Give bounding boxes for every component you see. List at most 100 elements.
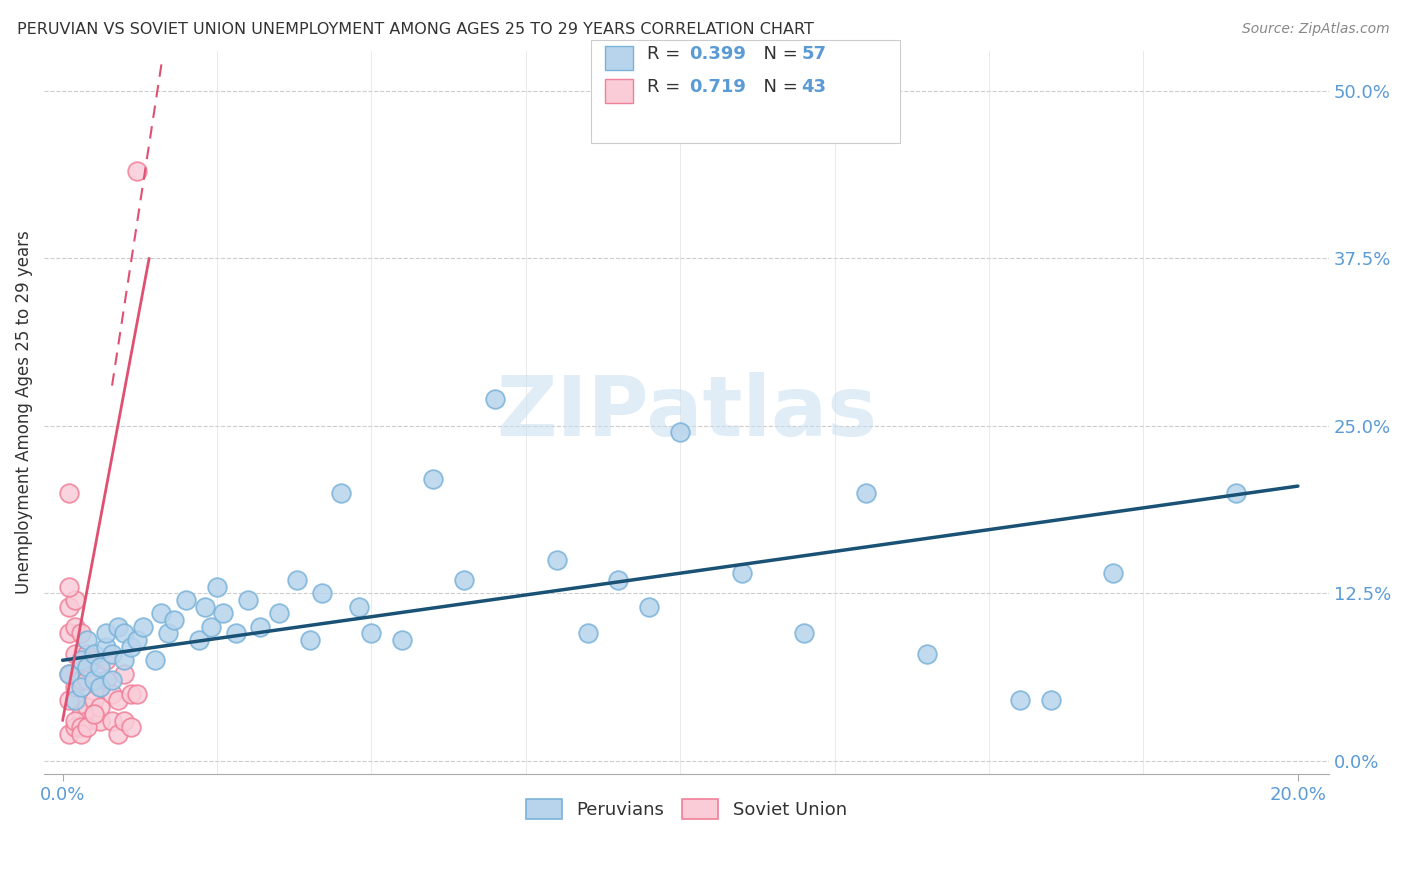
Point xyxy=(422,472,444,486)
Point xyxy=(70,720,93,734)
Point xyxy=(89,714,111,728)
Text: PERUVIAN VS SOVIET UNION UNEMPLOYMENT AMONG AGES 25 TO 29 YEARS CORRELATION CHAR: PERUVIAN VS SOVIET UNION UNEMPLOYMENT AM… xyxy=(17,22,814,37)
Point xyxy=(484,392,506,406)
Text: 43: 43 xyxy=(801,78,827,95)
Point xyxy=(58,580,80,594)
Point xyxy=(607,573,630,587)
Point xyxy=(70,660,93,674)
Point xyxy=(58,599,80,614)
Y-axis label: Unemployment Among Ages 25 to 29 years: Unemployment Among Ages 25 to 29 years xyxy=(15,230,32,594)
Point xyxy=(125,687,148,701)
Point xyxy=(112,714,135,728)
Point xyxy=(205,580,228,594)
Point xyxy=(453,573,475,587)
Point xyxy=(63,680,86,694)
Point xyxy=(143,653,166,667)
Point xyxy=(76,660,98,674)
Point xyxy=(194,599,217,614)
Point xyxy=(76,700,98,714)
Point xyxy=(120,720,142,734)
Point xyxy=(58,727,80,741)
Point xyxy=(89,700,111,714)
Text: R =: R = xyxy=(647,45,686,62)
Point xyxy=(855,485,877,500)
Point xyxy=(125,633,148,648)
Point xyxy=(1225,485,1247,500)
Point xyxy=(76,647,98,661)
Point xyxy=(83,647,105,661)
Text: Source: ZipAtlas.com: Source: ZipAtlas.com xyxy=(1241,22,1389,37)
Text: R =: R = xyxy=(647,78,686,95)
Point xyxy=(125,164,148,178)
Point xyxy=(120,640,142,654)
Point xyxy=(89,680,111,694)
Point xyxy=(107,727,129,741)
Point xyxy=(70,653,93,667)
Text: N =: N = xyxy=(752,78,804,95)
Point xyxy=(249,620,271,634)
Point xyxy=(267,607,290,621)
Point xyxy=(58,626,80,640)
Point xyxy=(58,666,80,681)
Point xyxy=(107,693,129,707)
Point xyxy=(163,613,186,627)
Point xyxy=(76,714,98,728)
Point xyxy=(225,626,247,640)
Point xyxy=(83,653,105,667)
Point xyxy=(156,626,179,640)
Point xyxy=(76,720,98,734)
Point xyxy=(150,607,173,621)
Point xyxy=(112,666,135,681)
Point xyxy=(1008,693,1031,707)
Point xyxy=(70,727,93,741)
Point xyxy=(731,566,754,581)
Point xyxy=(58,666,80,681)
Point xyxy=(112,653,135,667)
Point xyxy=(70,680,93,694)
Point xyxy=(329,485,352,500)
Point xyxy=(89,680,111,694)
Point xyxy=(94,626,117,640)
Point xyxy=(63,593,86,607)
Point xyxy=(89,660,111,674)
Text: 0.719: 0.719 xyxy=(689,78,745,95)
Point xyxy=(132,620,155,634)
Point xyxy=(174,593,197,607)
Point xyxy=(94,640,117,654)
Point xyxy=(576,626,599,640)
Point xyxy=(83,706,105,721)
Point xyxy=(112,626,135,640)
Point xyxy=(638,599,661,614)
Point xyxy=(58,693,80,707)
Point xyxy=(70,626,93,640)
Point xyxy=(94,653,117,667)
Point xyxy=(200,620,222,634)
Point xyxy=(101,673,124,688)
Text: 57: 57 xyxy=(801,45,827,62)
Point xyxy=(76,673,98,688)
Text: 0.399: 0.399 xyxy=(689,45,745,62)
Point xyxy=(298,633,321,648)
Point xyxy=(917,647,939,661)
Point xyxy=(546,553,568,567)
Point xyxy=(391,633,413,648)
Point xyxy=(212,607,235,621)
Point xyxy=(793,626,815,640)
Point xyxy=(83,673,105,688)
Point xyxy=(360,626,382,640)
Point xyxy=(70,673,93,688)
Point xyxy=(347,599,370,614)
Point xyxy=(76,633,98,648)
Text: N =: N = xyxy=(752,45,804,62)
Point xyxy=(101,647,124,661)
Text: ZIPatlas: ZIPatlas xyxy=(496,372,877,453)
Point xyxy=(120,687,142,701)
Point xyxy=(101,714,124,728)
Point xyxy=(1101,566,1123,581)
Point xyxy=(70,706,93,721)
Point xyxy=(63,693,86,707)
Point xyxy=(63,720,86,734)
Point xyxy=(63,620,86,634)
Point xyxy=(83,706,105,721)
Point xyxy=(1039,693,1062,707)
